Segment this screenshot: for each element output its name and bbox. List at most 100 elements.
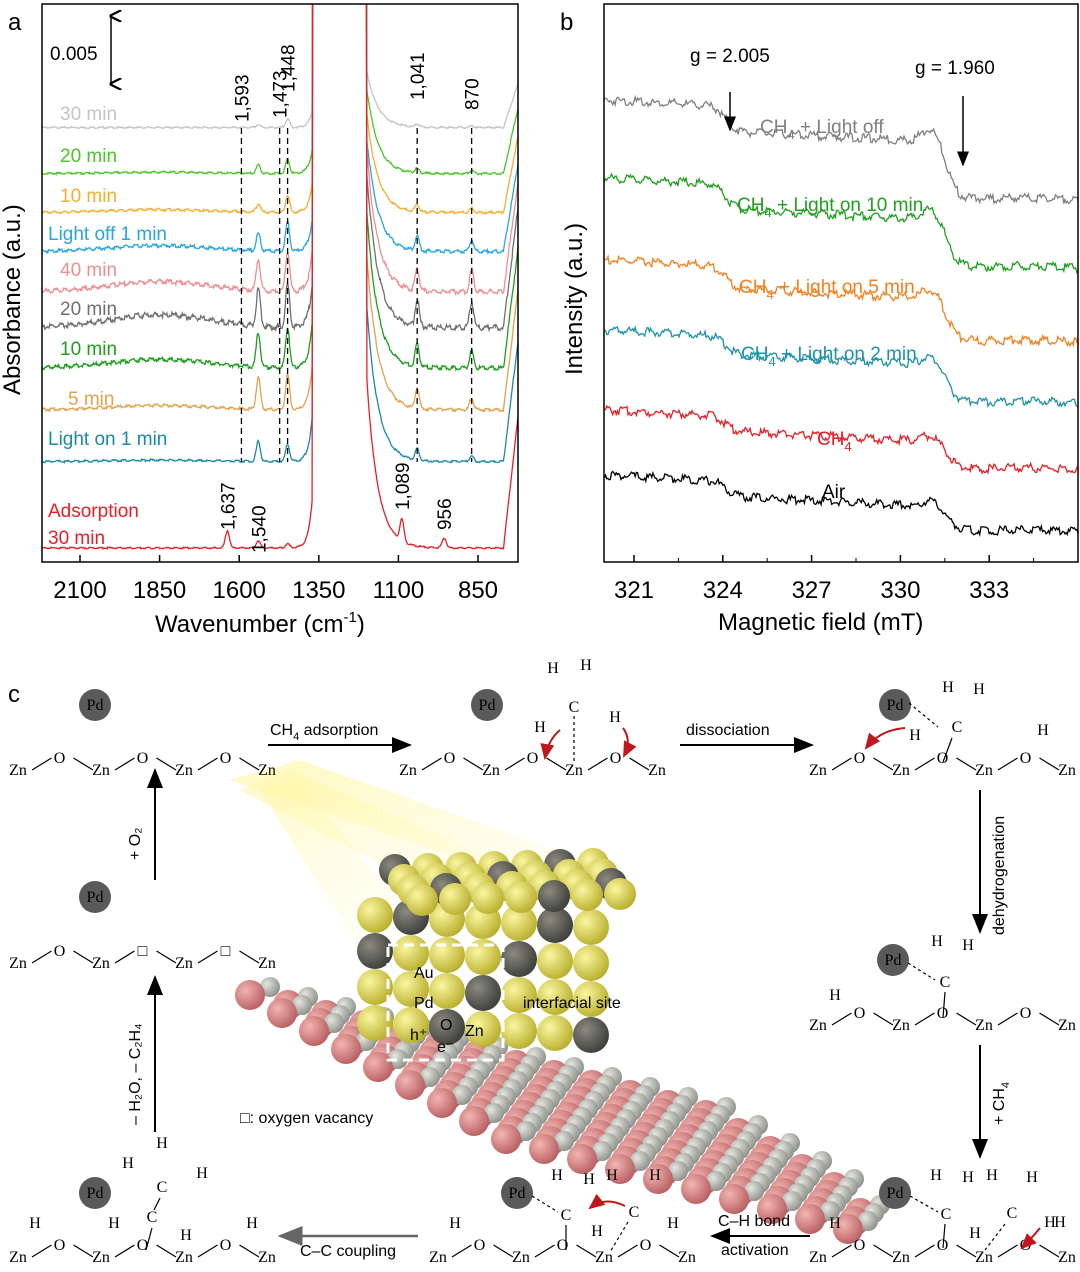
cluster-top-sphere	[439, 883, 471, 915]
bond	[908, 702, 939, 728]
zn-sphere	[529, 1134, 559, 1164]
step-label-activation: activation	[721, 1242, 789, 1259]
cluster-sphere	[573, 981, 609, 1017]
o-sphere	[782, 1191, 802, 1211]
bond	[873, 757, 894, 771]
zn-atom: Zn	[892, 1249, 910, 1266]
zn-sphere	[267, 998, 297, 1028]
o-atom: O	[854, 1237, 866, 1254]
pd-atom: Pd	[501, 1177, 533, 1209]
bond	[942, 737, 953, 763]
bond	[984, 1223, 1006, 1251]
zn-atom: Zn	[809, 1249, 827, 1266]
o-sphere	[388, 1049, 408, 1069]
zn-sphere	[395, 1070, 425, 1100]
step-dissociation: dissociation	[680, 722, 814, 753]
hydrogen-atom: H	[122, 1155, 134, 1172]
o-sphere	[706, 1171, 726, 1191]
hydrogen-atom: H	[180, 1227, 192, 1244]
o-sphere	[292, 995, 312, 1015]
step-label-cc-coupling: C–C coupling	[300, 1243, 396, 1260]
bond	[914, 1244, 935, 1258]
panel-c: c Au Pd O Zn h⁺ e⁻ interfacial site □: o…	[8, 657, 1076, 1266]
zn-atom: Zn	[175, 955, 193, 972]
bond	[587, 757, 608, 771]
o-sphere	[858, 1211, 878, 1231]
bond	[114, 950, 135, 964]
hydrogen-atom: H	[973, 681, 985, 698]
zn-sphere	[427, 1088, 457, 1118]
zn-sphere	[567, 1144, 597, 1174]
interfacial-site-box	[386, 943, 505, 1062]
cluster-sphere	[393, 971, 429, 1007]
bond	[831, 1012, 852, 1026]
step-label-dehydrogenation: dehydrogenation	[991, 816, 1008, 935]
x-axis-label-a: Wavenumber (cm-1)	[155, 609, 365, 638]
zn-atom: Zn	[1058, 1249, 1076, 1266]
bond	[197, 950, 218, 964]
ir-series-label: 5 min	[68, 389, 114, 410]
surface-chain: Zn O Zn O Zn O Zn	[399, 750, 666, 779]
y-axis-label-b: Intensity (a.u.)	[561, 223, 588, 375]
o-sphere	[554, 1131, 574, 1151]
x-tick-label: 321	[614, 577, 654, 604]
zn-atom: Zn	[399, 762, 417, 779]
ir-series-label: 30 min	[60, 104, 117, 125]
bond	[197, 1244, 218, 1258]
adsorption-peak-label: 1,637	[218, 482, 239, 530]
bond	[73, 1244, 94, 1258]
o-atom: O	[1020, 1005, 1032, 1022]
ir-series-label: 10 min	[60, 186, 117, 207]
bond	[873, 1012, 894, 1026]
zn-atom: Zn	[9, 955, 27, 972]
x-axis-a: 2100 1850 1600 1350 1100 850	[53, 555, 498, 604]
bond	[873, 1244, 894, 1258]
x-tick-label: 2100	[53, 577, 106, 604]
epr-series-label: CH4 + Light on 5 min	[739, 277, 915, 302]
epr-trace-2	[604, 253, 1078, 348]
electron-transfer-arrow	[864, 727, 906, 750]
zn-atom: Zn	[809, 1017, 827, 1034]
cluster-sphere	[429, 973, 465, 1009]
model-label-zn: Zn	[465, 1023, 484, 1040]
peak-marker-label: 1,473	[271, 70, 292, 118]
model-label-o: O	[440, 1017, 452, 1034]
zn-sphere	[331, 1034, 361, 1064]
o-atom: O	[640, 1237, 652, 1254]
zn-sphere	[605, 1154, 635, 1184]
o-atom: O	[220, 750, 232, 767]
cluster-top-sphere	[571, 879, 603, 911]
hydrogen-atom: H	[609, 709, 621, 726]
cluster-sphere	[501, 977, 537, 1013]
bond	[531, 1195, 559, 1213]
bond	[1039, 757, 1060, 771]
bond	[421, 757, 442, 771]
hydrogen-atom: H	[196, 1165, 208, 1182]
ir-trace-5	[42, 4, 518, 333]
zn-sphere	[299, 1016, 329, 1046]
o-atom: O	[137, 750, 149, 767]
vacancy-atom: □	[138, 943, 148, 960]
cluster-sphere	[465, 1011, 501, 1047]
o-sphere	[484, 1103, 504, 1123]
hydrogen-atom: H	[534, 719, 546, 736]
carbon-atom: C	[1007, 1205, 1018, 1222]
zn-atom: Zn	[92, 1249, 110, 1266]
o-atom: O	[610, 750, 622, 767]
epr-series-label: CH4 + Light on 2 min	[741, 344, 917, 369]
zn-atom: Zn	[258, 955, 276, 972]
hydrogen-atom: H	[1037, 722, 1049, 739]
pd-label: Pd	[887, 697, 904, 714]
step-label-ch-activation: C–H bond	[718, 1213, 790, 1230]
bond	[31, 950, 52, 964]
o-sphere	[630, 1151, 650, 1171]
cluster-sphere	[501, 941, 537, 977]
zn-atom: Zn	[975, 1017, 993, 1034]
hydrogen-atom: H	[606, 1167, 618, 1184]
zn-atom: Zn	[9, 762, 27, 779]
zn-atom: Zn	[482, 762, 500, 779]
surface-chain: Zn O Zn O Zn O Zn	[809, 750, 1076, 779]
step-label-add-ch4: + CH4	[991, 1082, 1012, 1125]
